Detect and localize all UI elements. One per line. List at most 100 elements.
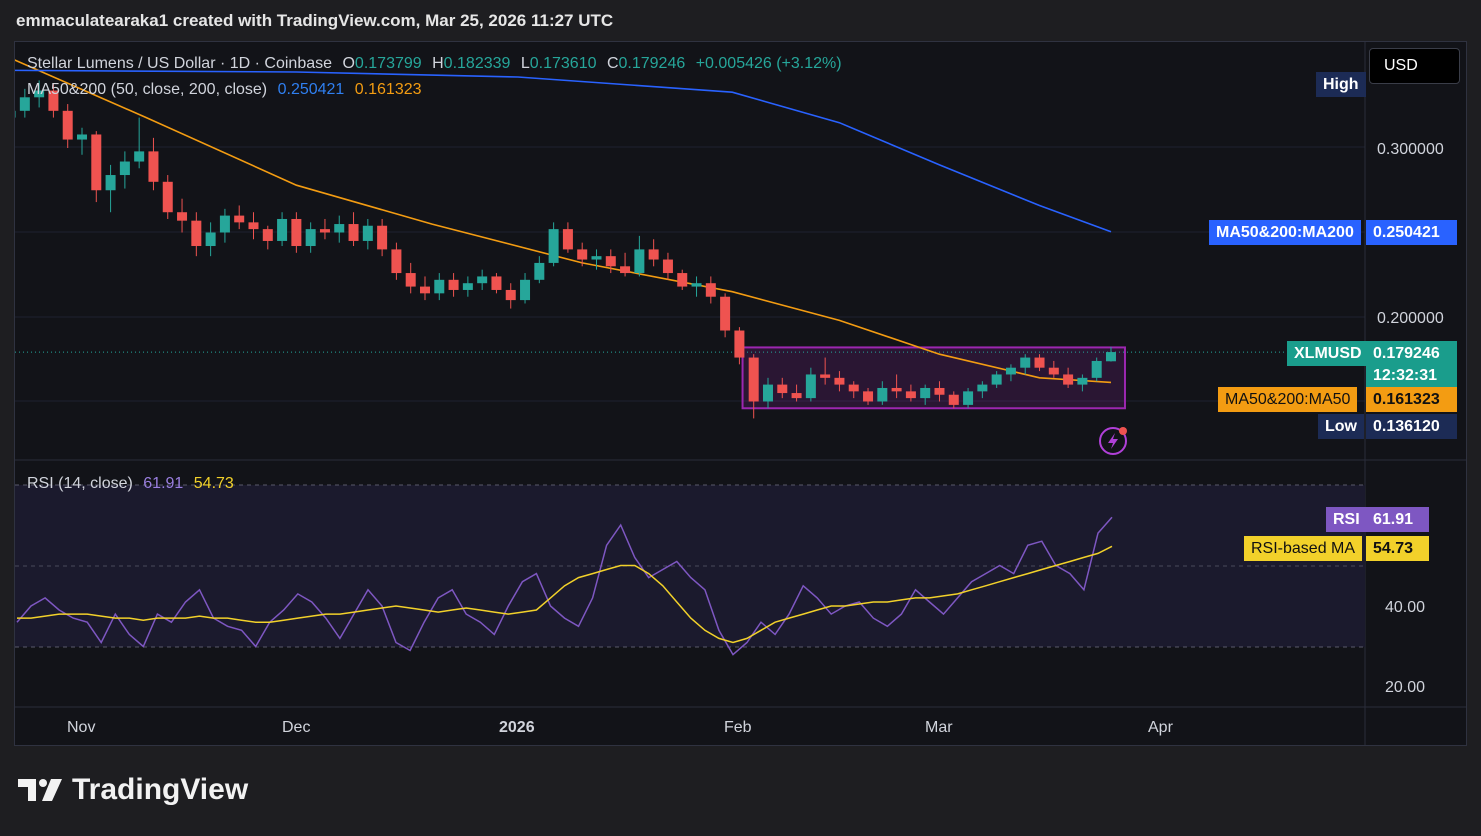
candle-body	[834, 377, 845, 385]
current-price-tag: 0.179246	[1366, 341, 1457, 366]
candle-body	[1020, 357, 1031, 368]
candle-body	[691, 283, 702, 287]
candle-body	[820, 374, 831, 378]
candle-body	[863, 391, 874, 402]
candle-body	[48, 90, 59, 111]
high-tag: High	[1316, 72, 1366, 97]
candle-body	[19, 97, 30, 111]
candle-body	[219, 215, 230, 233]
ma-legend[interactable]: MA50&200 (50, close, 200, close) 0.25042…	[27, 81, 428, 99]
candle-body	[705, 283, 716, 297]
candle-body	[191, 220, 202, 247]
candle-body	[677, 273, 688, 287]
low-value: 0.173610	[529, 55, 597, 72]
rsi-axis-label: 20.00	[1385, 679, 1425, 696]
candle-body	[934, 387, 945, 395]
candle-body	[1034, 357, 1045, 368]
tradingview-logo-icon	[18, 779, 62, 801]
candle-body	[491, 276, 502, 290]
candle-body	[848, 384, 859, 392]
candle-body	[1091, 360, 1102, 378]
candle-body	[1005, 367, 1016, 375]
candle-body	[391, 249, 402, 274]
candle-body	[977, 384, 988, 392]
candle-body	[905, 391, 916, 399]
high-value: 0.182339	[443, 55, 511, 72]
candle-body	[891, 387, 902, 392]
symbol-legend: Stellar Lumens / US Dollar · 1D · Coinba…	[27, 55, 848, 73]
rsi-legend-value: 61.91	[143, 475, 184, 492]
rsi-ma-tag-label: RSI-based MA	[1244, 536, 1363, 561]
rsi-legend[interactable]: RSI (14, close) 61.91 54.73	[27, 475, 240, 493]
ma-legend-name: MA50&200 (50, close, 200, close)	[27, 81, 268, 98]
candle-body	[720, 296, 731, 331]
candle-body	[777, 384, 788, 394]
candle-body	[119, 161, 130, 176]
rsi-axis-label: 40.00	[1385, 599, 1425, 616]
lightning-alert-icon[interactable]	[1099, 427, 1127, 455]
candle-body	[248, 222, 259, 230]
time-axis-label: Nov	[67, 719, 95, 736]
low-tag-value: 0.136120	[1366, 414, 1457, 439]
ma200-line	[15, 69, 1112, 233]
candle-body	[562, 229, 573, 250]
ma200-tag-label: MA50&200:MA200	[1209, 220, 1361, 245]
candle-body	[591, 256, 602, 260]
candle-body	[748, 357, 759, 402]
low-tag-label: Low	[1318, 414, 1364, 439]
ma50-tag-value: 0.161323	[1366, 387, 1457, 412]
candle-body	[462, 283, 473, 290]
ma200-legend-value: 0.250421	[277, 81, 345, 98]
rsi-tag-label: RSI	[1326, 507, 1367, 532]
time-axis-label: Apr	[1148, 719, 1174, 736]
candle-body	[1048, 367, 1059, 375]
candle-body	[305, 229, 316, 247]
candle-body	[634, 249, 645, 274]
candle-body	[62, 110, 73, 140]
candle-body	[948, 394, 959, 405]
candle-body	[234, 215, 245, 223]
symbol-tag-label: XLMUSD	[1287, 341, 1369, 366]
candle-body	[577, 249, 588, 260]
candle-body	[448, 279, 459, 290]
candle-body	[534, 262, 545, 280]
price-axis-label: 0.300000	[1377, 141, 1444, 158]
candle-body	[34, 90, 45, 98]
candle-body	[362, 225, 373, 241]
rsi-tag-value: 61.91	[1366, 507, 1429, 532]
candle-body	[334, 224, 345, 233]
rsi-legend-name: RSI (14, close)	[27, 475, 133, 492]
change-value: +0.005426 (+3.12%)	[695, 55, 842, 72]
ma50-line	[15, 59, 1112, 384]
candle-body	[419, 286, 430, 294]
high-label: H	[432, 55, 444, 72]
chart-canvas[interactable]: 0.300000 0.200000 40.00 20.00 Nov Dec 20…	[15, 42, 1466, 745]
candle-body	[205, 232, 216, 247]
candle-body	[162, 181, 173, 213]
candle-body	[148, 151, 159, 182]
candle-body	[1063, 374, 1074, 385]
candle-body	[620, 266, 631, 274]
candle-body	[877, 387, 888, 402]
candle-body	[277, 218, 288, 241]
candle-body	[134, 151, 145, 162]
candle-body	[648, 249, 659, 260]
candle-body	[91, 134, 102, 191]
ma50-tag-label: MA50&200:MA50	[1218, 387, 1358, 412]
candle-body	[377, 225, 388, 250]
tradingview-brand[interactable]: TradingView	[18, 773, 248, 807]
candle-body	[805, 374, 816, 399]
open-label: O	[342, 55, 355, 72]
candle-body	[319, 229, 330, 233]
candle-body	[434, 279, 445, 294]
candle-body	[991, 374, 1002, 385]
candle-body	[920, 387, 931, 399]
currency-button[interactable]: USD	[1369, 48, 1460, 84]
candle-body	[105, 175, 116, 191]
created-with-header: emmaculatearaka1 created with TradingVie…	[16, 11, 614, 30]
price-axis-label: 0.200000	[1377, 310, 1444, 327]
low-label: L	[520, 55, 530, 72]
candle-body	[762, 384, 773, 402]
candle-body	[177, 212, 188, 221]
time-axis-label: Dec	[282, 719, 310, 736]
